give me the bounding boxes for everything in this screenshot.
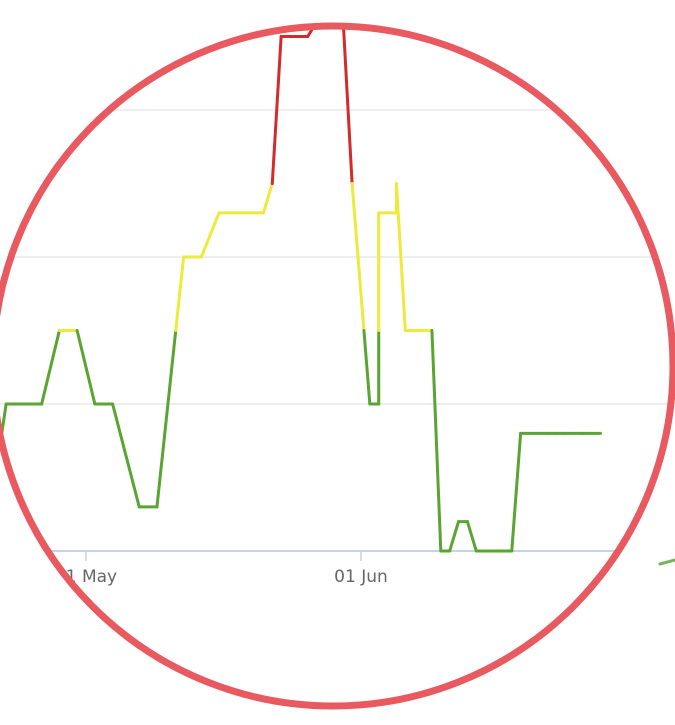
line-segment [75,329,97,406]
line-segment [155,329,178,509]
line-segment [430,329,443,553]
line-segment [510,431,523,553]
plot-area: 01 May 01 Jun [0,26,673,587]
line-segment [270,35,283,185]
line-segment [341,26,354,185]
series-line [0,26,602,553]
line-segment [261,182,274,215]
line-segment [40,329,61,406]
highlight-circle [0,22,675,710]
line-segment [394,182,407,332]
line-segment [111,402,141,509]
line-segment [0,402,8,524]
stray-green-mark [658,558,675,566]
line-segment [174,255,186,332]
gridlines [0,109,673,405]
line-segment [465,520,478,553]
line-segment [362,329,372,406]
x-tick-label-jun: 01 Jun [334,567,388,587]
x-axis-ticks [85,551,362,561]
line-segment [199,211,221,259]
x-axis-tick-labels: 01 May 01 Jun [55,567,388,587]
line-segment [350,182,366,332]
line-segment [448,520,461,553]
